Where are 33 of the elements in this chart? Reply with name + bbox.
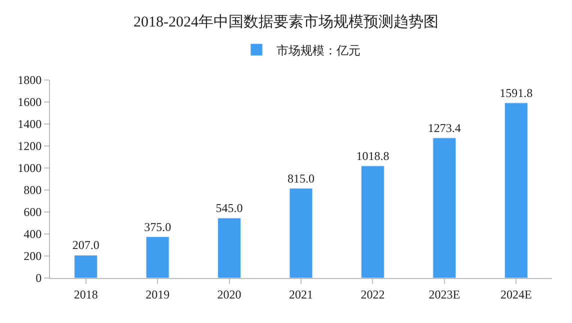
bar	[74, 254, 98, 278]
bar	[146, 236, 170, 278]
data-label: 207.0	[72, 238, 100, 252]
bar	[289, 188, 313, 278]
y-tick-label: 200	[24, 249, 42, 264]
x-tick-label: 2020	[217, 287, 242, 302]
chart-title: 2018-2024年中国数据要素市场规模预测趋势图	[134, 14, 438, 31]
data-label: 1018.8	[356, 148, 390, 163]
y-tick-label: 600	[24, 205, 42, 220]
bar	[360, 166, 384, 278]
y-tick-label: 1000	[18, 161, 42, 176]
x-tick-label: 2018	[74, 287, 98, 302]
data-label: 815.0	[288, 171, 314, 186]
y-tick-label: 1200	[18, 139, 42, 154]
y-tick-label: 1800	[18, 73, 42, 88]
x-tick-label: 2024E	[500, 287, 532, 302]
data-label: 1591.8	[500, 86, 533, 100]
data-label: 545.0	[216, 201, 243, 216]
data-label: 1273.4	[428, 120, 461, 135]
y-tick-label: 800	[24, 183, 42, 198]
bar	[218, 218, 242, 278]
x-tick-label: 2022	[360, 287, 385, 302]
bar	[432, 138, 456, 278]
x-tick-label: 2023E	[428, 287, 460, 302]
y-tick-label: 1600	[18, 95, 42, 110]
y-tick-label: 1400	[18, 117, 42, 132]
legend-label: 市场规模：亿元	[276, 43, 360, 58]
data-label: 375.0	[144, 220, 172, 234]
y-tick-label: 0	[36, 271, 42, 286]
y-tick-label: 400	[24, 227, 42, 242]
x-tick-label: 2019	[146, 287, 170, 302]
x-tick-label: 2021	[289, 287, 313, 302]
bar	[504, 102, 528, 278]
